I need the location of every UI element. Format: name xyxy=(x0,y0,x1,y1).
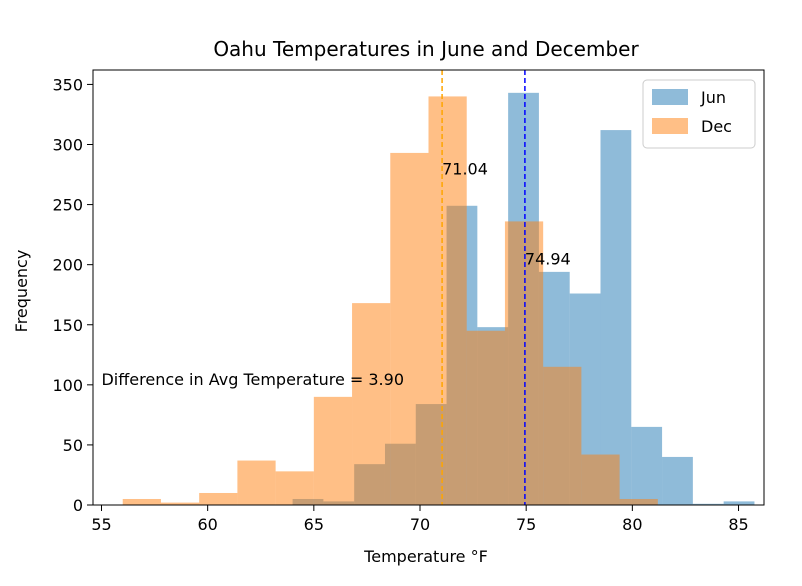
bar-dec-4 xyxy=(275,471,314,505)
x-tick-label: 75 xyxy=(516,515,536,534)
y-axis-ticks: 0 50 100 150 200 250 300 350 xyxy=(52,75,93,515)
bar-jun-11 xyxy=(631,426,663,505)
y-tick-label: 350 xyxy=(52,75,83,94)
bar-dec-13 xyxy=(619,498,658,505)
bar-dec-2 xyxy=(199,492,238,505)
bar-dec-10 xyxy=(504,221,544,505)
bar-dec-6 xyxy=(352,303,391,505)
y-tick-label: 0 xyxy=(73,496,83,515)
y-axis-label: Frequency xyxy=(12,250,31,333)
x-tick-label: 85 xyxy=(728,515,748,534)
y-tick-label: 300 xyxy=(52,136,83,155)
chart-title: Oahu Temperatures in June and December xyxy=(213,37,639,61)
legend: Jun Dec xyxy=(642,79,756,149)
bar-dec-7 xyxy=(390,152,429,505)
bars-layer xyxy=(122,92,755,506)
legend-swatch-jun xyxy=(652,89,688,105)
x-tick-label: 55 xyxy=(91,515,111,534)
bar-jun-12 xyxy=(662,456,693,505)
y-tick-label: 250 xyxy=(52,196,83,215)
x-tick-label: 65 xyxy=(304,515,324,534)
mean-label-jun: 74.94 xyxy=(525,250,571,269)
plot-frame xyxy=(92,69,765,506)
x-tick-label: 70 xyxy=(410,515,430,534)
y-tick-label: 100 xyxy=(52,376,83,395)
mean-label-dec: 71.04 xyxy=(442,160,488,179)
bar-dec-9 xyxy=(466,330,505,505)
difference-annotation: Difference in Avg Temperature = 3.90 xyxy=(101,370,404,389)
legend-label-dec: Dec xyxy=(701,117,732,136)
legend-swatch-dec xyxy=(652,118,688,134)
y-tick-label: 200 xyxy=(52,256,83,275)
x-tick-label: 80 xyxy=(622,515,642,534)
bar-dec-11 xyxy=(543,366,582,505)
x-axis-ticks: 55 60 65 70 75 80 85 xyxy=(91,505,749,534)
x-axis-label: Temperature °F xyxy=(363,547,488,566)
legend-label-jun: Jun xyxy=(700,88,726,107)
bar-jun-10 xyxy=(600,130,632,505)
bar-dec-5 xyxy=(313,396,353,505)
y-tick-label: 50 xyxy=(63,436,83,455)
bar-dec-12 xyxy=(581,454,620,505)
bar-dec-8 xyxy=(428,96,467,505)
bar-jun-13 xyxy=(692,503,724,505)
bar-dec-3 xyxy=(237,460,276,505)
bar-jun-14 xyxy=(723,501,755,505)
y-tick-label: 150 xyxy=(52,316,83,335)
annotations-layer: 71.04 74.94 Difference in Avg Temperature … xyxy=(101,160,570,389)
bar-dec-1 xyxy=(160,502,200,505)
bar-dec-0 xyxy=(122,498,161,505)
x-tick-label: 60 xyxy=(197,515,217,534)
mean-lines-layer xyxy=(441,70,526,505)
